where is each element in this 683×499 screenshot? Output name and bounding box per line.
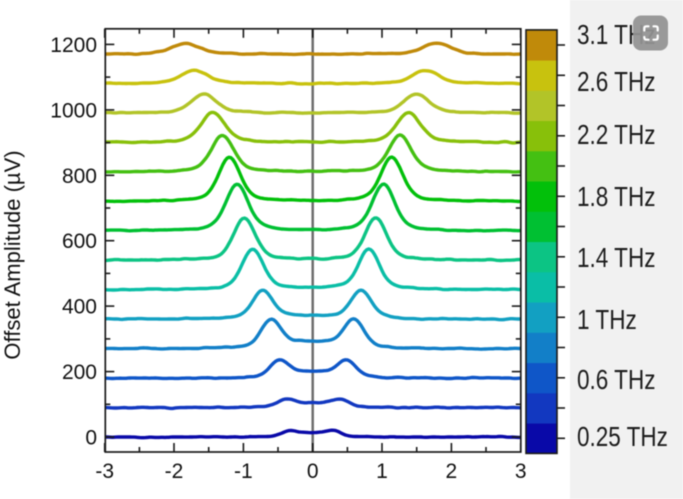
svg-text:2.2 THz: 2.2 THz — [577, 119, 656, 150]
svg-text:1.8 THz: 1.8 THz — [577, 181, 656, 212]
svg-text:600: 600 — [62, 230, 97, 253]
svg-text:1200: 1200 — [50, 34, 97, 57]
svg-text:-3: -3 — [95, 460, 114, 483]
svg-text:0: 0 — [85, 427, 97, 450]
svg-text:400: 400 — [62, 296, 97, 319]
svg-text:0: 0 — [307, 460, 319, 483]
svg-text:1 THz: 1 THz — [577, 304, 637, 335]
svg-text:3: 3 — [515, 460, 527, 483]
svg-text:2.6 THz: 2.6 THz — [577, 66, 656, 97]
svg-text:0.6 THz: 0.6 THz — [577, 364, 656, 395]
svg-text:200: 200 — [62, 361, 97, 384]
svg-text:2: 2 — [446, 460, 458, 483]
svg-text:0.25 THz: 0.25 THz — [577, 421, 668, 452]
svg-text:800: 800 — [62, 165, 97, 188]
svg-text:-1: -1 — [234, 460, 253, 483]
svg-text:1.4 THz: 1.4 THz — [577, 242, 656, 273]
svg-text:1: 1 — [376, 460, 388, 483]
svg-text:1000: 1000 — [50, 99, 97, 122]
svg-text:Offset Amplitude (µV): Offset Amplitude (µV) — [0, 150, 25, 359]
svg-text:-2: -2 — [165, 460, 184, 483]
